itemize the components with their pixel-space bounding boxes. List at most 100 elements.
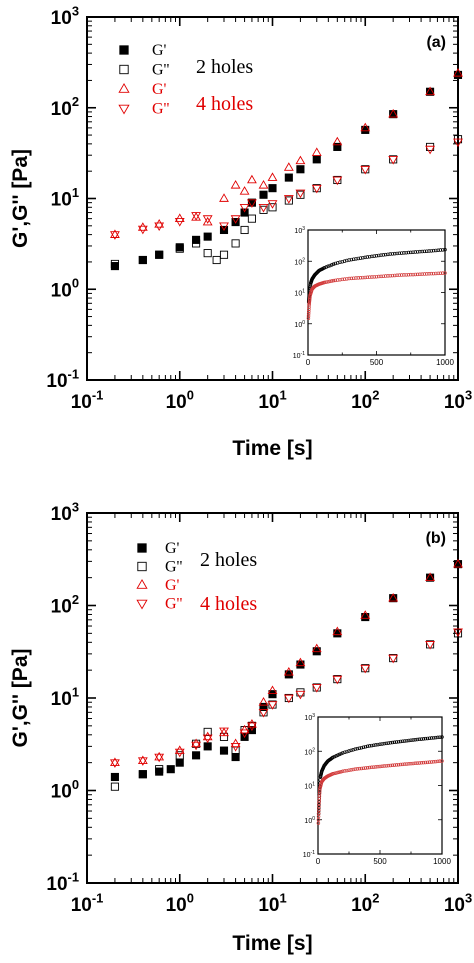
inset-data-point [369,743,374,748]
inset-y-tick-label: 101 [304,782,315,791]
inset-data-point [316,821,321,825]
inset-data-point [390,252,395,256]
data-point [267,172,278,181]
inset-data-point [386,763,391,768]
data-point [203,232,212,241]
inset-data-point [390,740,395,745]
inset-data-point [372,254,376,258]
data-point [425,145,435,155]
data-point [311,684,322,693]
inset-data-point [423,760,428,765]
data-point [453,68,463,77]
inset-data-point [390,763,395,768]
data-point [175,244,184,253]
data-point [311,643,322,653]
inset-data-point [338,277,342,282]
inset-data-point [393,251,397,256]
data-point [388,592,399,602]
data-point [453,138,463,148]
data-point [388,654,399,664]
inset-data-point [423,736,428,741]
inset-data-point [341,751,345,755]
inset-data-point [317,791,322,796]
inset-data-point [436,248,440,253]
inset-data-point [363,744,368,749]
data-point [295,690,306,700]
inset-data-point [333,261,338,266]
inset-data-point [365,275,370,280]
y-axis-label: G',G'' [Pa] [9,149,32,248]
data-point [154,222,165,232]
inset-data-point [429,736,434,740]
inset-data-point [438,248,443,252]
inset-data-point [367,275,372,279]
inset-data-point [411,738,415,742]
data-point [137,222,148,231]
inset-data-point [378,764,382,769]
inset-data-point [363,766,368,770]
inset-y-tick-label: 10-1 [293,351,305,360]
inset-x-tick-label: 500 [373,857,387,866]
inset-data-point [306,312,311,316]
inset-data-point [402,273,406,277]
inset-data-point [409,272,413,277]
inset-data-point [316,811,321,815]
inset-data-point [349,276,354,281]
inset-data-point [372,743,376,748]
inset-data-point [343,769,347,773]
inset-data-point [337,752,342,757]
x-tick-label: 100 [166,387,194,413]
inset-data-point [334,771,338,775]
inset-data-point [307,303,311,307]
inset-data-point [438,735,442,739]
inset-data-point [326,264,330,269]
inset-data-point [427,249,431,253]
inset-data-point [415,250,420,254]
inset-data-point [422,272,427,276]
inset-data-point [400,762,405,767]
data-point [453,558,463,568]
inset-data-point [402,251,406,255]
data-point [361,613,370,622]
inset-data-point [324,280,329,284]
legend-marker [136,579,148,589]
inset-data-point [427,760,432,764]
inset-data-point [379,274,383,279]
inset-data-point [345,277,349,281]
y-tick-label: 100 [51,276,79,302]
data-point [174,218,185,227]
y-tick-label: 102 [51,94,79,120]
inset-data-point [370,275,374,279]
data-point [203,742,212,751]
inset-data-point [397,251,402,256]
data-point [230,215,241,224]
inset-data-point [357,746,362,750]
inset-data-point [357,766,362,771]
data-point [247,199,257,208]
inset-data-point [317,801,321,806]
data-point [360,122,371,132]
inset-data-point [331,262,336,266]
inset-data-point [434,735,438,740]
inset-data-point [394,740,399,744]
inset-data-point [409,761,413,766]
inset-data-point [354,257,358,261]
inset-data-point [411,272,415,277]
inset-data-point [307,309,311,314]
inset-data-point [420,249,424,254]
inset-data-point [337,770,342,774]
inset-data-point [363,255,367,260]
inset-data-point [359,745,364,750]
inset-data-point [334,754,338,758]
data-point [284,173,293,182]
x-tick-label: 100 [166,890,194,916]
legend-marker [118,104,130,115]
inset-data-point [317,794,322,798]
inset-data-point [307,305,311,309]
data-point [110,259,119,269]
inset-data-point [381,253,386,257]
inset-data-point [306,316,311,320]
inset-data-point [307,307,311,312]
inset-y-tick-label: 100 [304,816,315,825]
